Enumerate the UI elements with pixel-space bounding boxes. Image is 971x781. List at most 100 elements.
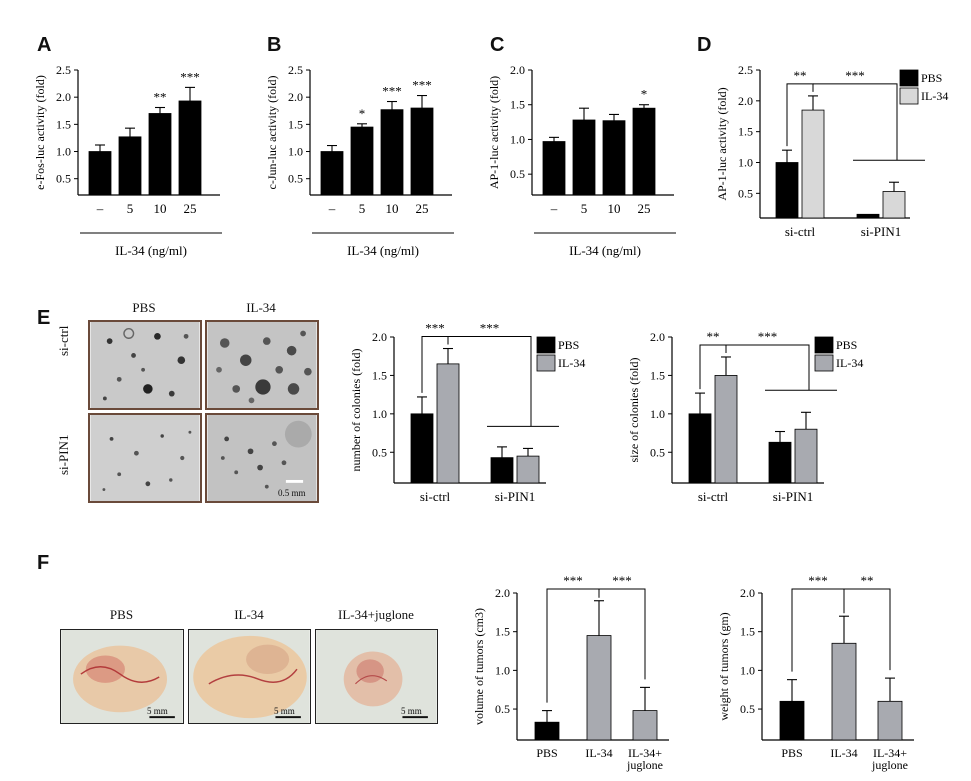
y-tick-label: 1.0 xyxy=(650,407,665,421)
bar xyxy=(148,113,172,196)
x-category-label: si-ctrl xyxy=(420,489,451,504)
y-tick-label: 0.5 xyxy=(372,445,387,459)
x-category-label: si-PIN1 xyxy=(861,224,901,239)
bar xyxy=(88,151,112,196)
micrograph-col-label-il34: IL-34 xyxy=(246,300,276,315)
sig-bracket xyxy=(813,83,925,161)
y-tick-label: 0.5 xyxy=(288,172,303,186)
y-tick-label: 1.0 xyxy=(510,132,525,146)
y-axis-title: volume of tumors (cm3) xyxy=(472,608,486,725)
x-category-label: – xyxy=(550,201,558,216)
y-tick-label: 2.0 xyxy=(288,90,303,104)
sig-bracket xyxy=(791,588,845,672)
y-tick-label: 0.5 xyxy=(740,702,755,716)
sig-bracket xyxy=(448,336,559,427)
x-category-label: si-ctrl xyxy=(698,489,729,504)
legend-label-pbs: PBS xyxy=(921,71,942,85)
legend-label-pbs: PBS xyxy=(558,338,579,352)
x-category-label: 25 xyxy=(638,201,651,216)
bar xyxy=(178,100,202,196)
sig-label: *** xyxy=(180,69,200,84)
x-category-label: IL-34 xyxy=(830,746,857,760)
y-tick-label: 1.5 xyxy=(740,625,755,639)
sig-label: * xyxy=(359,106,366,121)
bar xyxy=(320,151,344,196)
bar-il34 xyxy=(516,455,540,484)
y-tick-label: 2.0 xyxy=(650,330,665,344)
legend-swatch-il34 xyxy=(814,354,834,372)
y-tick-label: 2.0 xyxy=(738,94,753,108)
chart-e-size: 0.5 1.0 1.5 2.0 size of colonies (fold) si-ct… xyxy=(627,329,863,504)
x-category-label: 25 xyxy=(184,201,197,216)
sig-bracket xyxy=(786,83,814,147)
bar-pbs xyxy=(768,441,792,484)
y-tick-label: 2.0 xyxy=(372,330,387,344)
bar xyxy=(602,120,626,196)
x-category-label: 5 xyxy=(127,201,134,216)
bar-pbs xyxy=(856,213,880,219)
sig-label: *** xyxy=(412,78,432,93)
chart-b: 0.5 1.0 1.5 2.0 2.5 c-Jun-luc activity (fold)… xyxy=(265,63,454,258)
x-category-label: PBS xyxy=(536,746,557,760)
sig-bracket xyxy=(699,344,727,390)
x-category-label: juglone xyxy=(871,758,908,772)
legend-swatch-il34 xyxy=(536,354,556,372)
micrograph-sipin1-il34 xyxy=(205,413,319,503)
legend-swatch-pbs xyxy=(899,69,919,87)
x-axis-title: IL-34 (ng/ml) xyxy=(115,243,187,258)
bar-il34 xyxy=(801,109,825,219)
x-category-label: IL-34+ xyxy=(628,746,662,760)
y-axis-title: AP-1-luc activity (fold) xyxy=(715,87,729,200)
sig-label: ** xyxy=(707,329,720,344)
legend-label-il34: IL-34 xyxy=(836,356,863,370)
sig-bracket xyxy=(844,588,891,671)
bar-il34 xyxy=(794,428,818,484)
legend-label-il34: IL-34 xyxy=(558,356,585,370)
sig-label: *** xyxy=(612,573,632,588)
x-category-label: – xyxy=(96,201,104,216)
sig-label: * xyxy=(641,87,648,102)
y-tick-label: 2.5 xyxy=(738,63,753,77)
micrograph-row-label-si-ctrl: si-ctrl xyxy=(56,325,71,356)
bar xyxy=(534,721,560,741)
x-category-label: 10 xyxy=(386,201,399,216)
legend-swatch-pbs xyxy=(536,336,556,354)
tumor-scale-label-pbs: 5 mm xyxy=(147,706,168,716)
x-category-label: IL-34+ xyxy=(873,746,907,760)
bar xyxy=(632,710,658,741)
legend-label-pbs: PBS xyxy=(836,338,857,352)
y-tick-label: 1.0 xyxy=(372,407,387,421)
tumor-scale-label-il34-juglone: 5 mm xyxy=(401,706,422,716)
sig-bracket xyxy=(599,588,646,680)
x-category-label: si-PIN1 xyxy=(773,489,813,504)
x-category-label: IL-34 xyxy=(585,746,612,760)
bar xyxy=(118,136,142,196)
bar-il34 xyxy=(882,191,906,219)
x-category-label: 5 xyxy=(581,201,588,216)
bar xyxy=(542,141,566,196)
y-tick-label: 2.0 xyxy=(56,90,71,104)
sig-label: *** xyxy=(758,329,778,344)
y-tick-label: 2.0 xyxy=(495,586,510,600)
chart-e-number: 0.5 1.0 1.5 2.0 number of colonies (fold) si-… xyxy=(349,321,585,504)
micrograph-scale-bar-label: 0.5 mm xyxy=(278,488,306,498)
sig-label: *** xyxy=(480,321,500,336)
bar xyxy=(831,642,857,741)
y-tick-label: 1.5 xyxy=(510,98,525,112)
sig-label: *** xyxy=(808,573,828,588)
chart-f-weight: 0.5 1.0 1.5 2.0 weight of tumors (gm) PBS IL-3… xyxy=(717,573,914,772)
sig-label: *** xyxy=(845,68,865,83)
y-tick-label: 2.5 xyxy=(56,63,71,77)
tumor-label-il34: IL-34 xyxy=(234,607,264,622)
sig-label: ** xyxy=(794,68,807,83)
y-tick-label: 1.5 xyxy=(372,368,387,382)
x-category-label: 25 xyxy=(416,201,429,216)
y-tick-label: 1.0 xyxy=(288,145,303,159)
y-tick-label: 1.5 xyxy=(495,625,510,639)
micrograph-row-label-si-pin1: si-PIN1 xyxy=(56,434,71,475)
y-axis-title: c-Jun-luc activity (fold) xyxy=(265,76,279,190)
y-tick-label: 1.0 xyxy=(740,663,755,677)
y-tick-label: 2.5 xyxy=(288,63,303,77)
y-tick-label: 0.5 xyxy=(510,167,525,181)
x-axis-title: IL-34 (ng/ml) xyxy=(569,243,641,258)
